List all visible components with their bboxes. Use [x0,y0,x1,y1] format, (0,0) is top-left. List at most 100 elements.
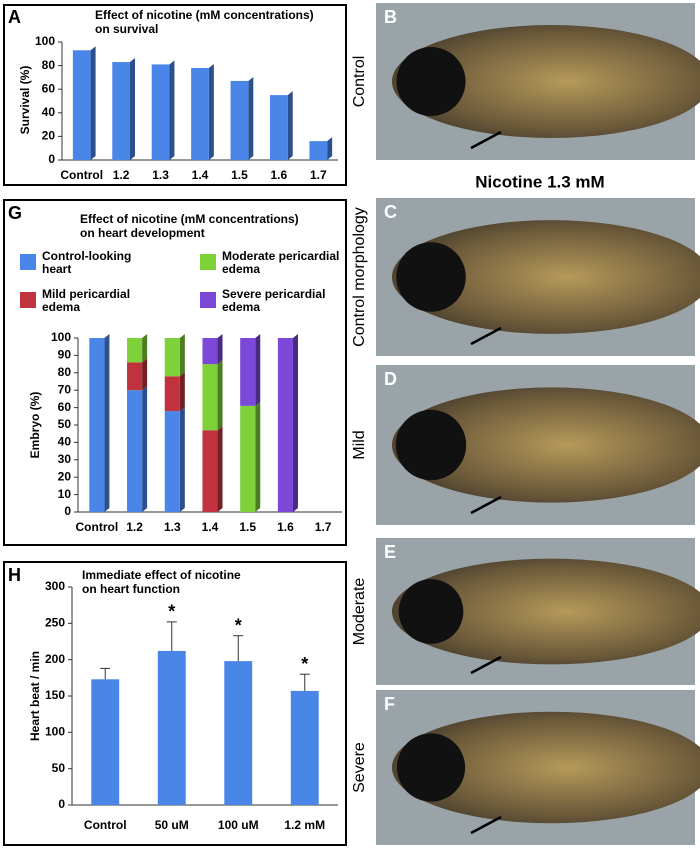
chart-title: on heart development [80,226,205,240]
bar-side [130,58,136,161]
panel-frame [3,4,347,186]
bar-side [169,60,175,160]
bar-segment [127,362,143,391]
photo-eye [396,733,466,802]
photo-arrow [470,326,502,346]
photo-larva [391,24,700,139]
legend-label: Control-looking heart [42,249,131,276]
x-tick-label: 1.7 [310,168,327,182]
bar [290,690,319,805]
y-tick-label: 300 [45,579,65,593]
photo-label: F [384,694,395,714]
photo-label: C [384,202,397,222]
x-tick-label: 1.2 [113,168,130,182]
bar-segment [240,405,256,512]
y-tick-label: 60 [42,81,56,95]
x-tick-label: 1.5 [239,520,256,534]
bar-side [248,76,254,160]
photo-larva [391,558,700,665]
panel-frame [3,561,347,846]
photo-arrow [470,815,502,835]
panel-frame [3,199,347,546]
bar [269,95,288,160]
x-tick-label: 1.4 [192,168,209,182]
bar [230,80,249,160]
y-tick-label: 60 [58,400,72,414]
bar-segment [240,338,256,406]
photo-label: B [384,7,397,27]
bar-segment-side [104,334,110,512]
legend-label: Mild pericardial edema [42,287,130,314]
y-tick-label: 80 [42,58,56,72]
bar [151,64,170,160]
bar [157,650,186,805]
bar-segment-side [217,334,223,365]
bar-side [287,91,293,160]
y-tick-label: 30 [58,452,72,466]
photo-larva [391,711,700,824]
y-tick-label: 0 [58,797,65,811]
y-axis-label: Heart beat / min [28,651,42,741]
legend-swatch [20,292,36,308]
chart-title: on heart function [82,582,180,596]
y-tick-label: 40 [42,105,56,119]
bar-segment-side [217,360,223,431]
bar-segment-side [179,372,185,412]
significance-mark: * [235,615,242,635]
chart-title: Effect of nicotine (mM concentrations) [80,212,299,226]
legend-label: Moderate pericardial edema [222,249,339,276]
bar-segment-side [179,334,185,377]
bar-segment [202,338,218,365]
bar [191,67,209,160]
bar-segment [127,390,143,512]
photo-eye [398,579,464,644]
bar-segment-side [142,334,148,363]
photo-caption: Moderate [351,578,368,646]
x-tick-label: 1.3 [152,168,169,182]
legend-swatch [200,292,216,308]
bar-segment [202,364,218,431]
bar [72,50,91,161]
x-tick-label: 1.4 [202,520,219,534]
y-tick-label: 40 [58,435,72,449]
legend-swatch [200,254,216,270]
bar-segment-side [292,334,298,512]
y-tick-label: 80 [58,365,72,379]
significance-mark: * [168,602,175,622]
photo-caption: Control morphology [351,207,368,347]
bar-segment [164,376,180,412]
photo-heading: Nicotine 1.3 mM [475,172,604,191]
y-tick-label: 150 [45,688,65,702]
y-tick-label: 100 [35,34,55,48]
bar-side [90,46,96,161]
bar [112,62,131,161]
photo-eye [396,242,466,312]
x-tick-label: 1.3 [164,520,181,534]
bar-segment [127,338,143,363]
bar [91,679,120,805]
photo-label: E [384,542,396,562]
photo-caption: Control [351,56,368,108]
y-tick-label: 50 [52,761,66,775]
significance-mark: * [301,654,308,674]
bar-segment-side [142,358,148,391]
y-axis-label: Embryo (%) [28,392,42,459]
chart-title: Immediate effect of nicotine [82,568,241,582]
y-tick-label: 0 [48,152,55,166]
x-tick-label: 1.2 [126,520,143,534]
bar-segment [277,338,293,512]
x-tick-label: 100 uM [218,818,259,832]
photo-arrow [470,130,502,150]
legend-swatch [20,254,36,270]
x-tick-label: Control [60,168,103,182]
panel-label: H [8,565,21,585]
y-tick-label: 50 [58,417,72,431]
x-tick-label: Control [76,520,119,534]
x-tick-label: 1.5 [231,168,248,182]
bar-side [208,63,214,160]
y-tick-label: 0 [64,504,71,518]
bar-segment-side [217,426,223,512]
panel-label: A [8,7,21,27]
panel-label: G [8,203,22,223]
